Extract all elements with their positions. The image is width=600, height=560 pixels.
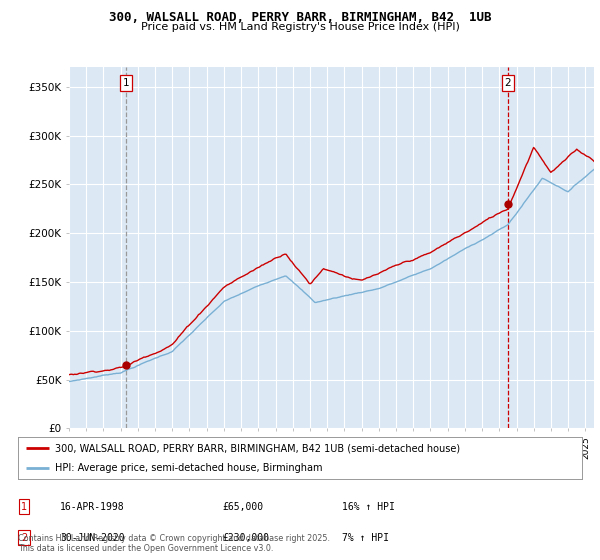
Text: Contains HM Land Registry data © Crown copyright and database right 2025.
This d: Contains HM Land Registry data © Crown c… bbox=[18, 534, 330, 553]
Text: 2: 2 bbox=[505, 78, 511, 88]
Text: 1: 1 bbox=[21, 502, 27, 512]
Text: £230,000: £230,000 bbox=[222, 533, 269, 543]
Text: 300, WALSALL ROAD, PERRY BARR, BIRMINGHAM, B42  1UB: 300, WALSALL ROAD, PERRY BARR, BIRMINGHA… bbox=[109, 11, 491, 24]
Text: Price paid vs. HM Land Registry's House Price Index (HPI): Price paid vs. HM Land Registry's House … bbox=[140, 22, 460, 32]
Text: £65,000: £65,000 bbox=[222, 502, 263, 512]
Text: 7% ↑ HPI: 7% ↑ HPI bbox=[342, 533, 389, 543]
Text: 300, WALSALL ROAD, PERRY BARR, BIRMINGHAM, B42 1UB (semi-detached house): 300, WALSALL ROAD, PERRY BARR, BIRMINGHA… bbox=[55, 443, 460, 453]
Text: 1: 1 bbox=[122, 78, 129, 88]
Text: 30-JUN-2020: 30-JUN-2020 bbox=[60, 533, 125, 543]
Text: 2: 2 bbox=[21, 533, 27, 543]
Text: HPI: Average price, semi-detached house, Birmingham: HPI: Average price, semi-detached house,… bbox=[55, 463, 322, 473]
Text: 16-APR-1998: 16-APR-1998 bbox=[60, 502, 125, 512]
Text: 16% ↑ HPI: 16% ↑ HPI bbox=[342, 502, 395, 512]
